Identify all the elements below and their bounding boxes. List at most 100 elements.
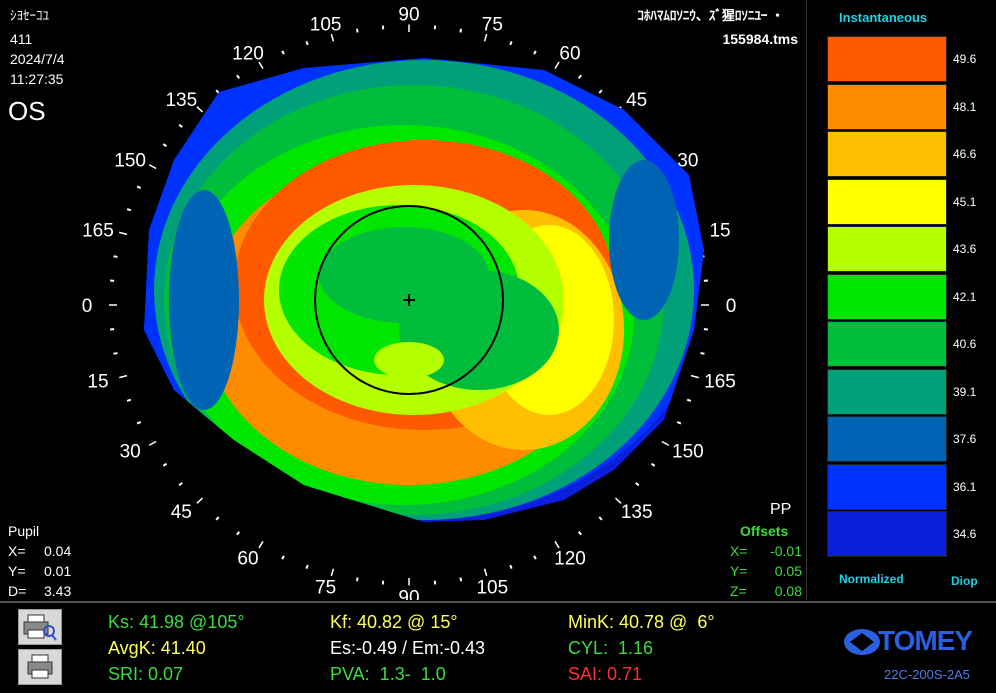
scale-value: 37.6 bbox=[953, 432, 993, 446]
exam-date: 2024/7/4 bbox=[10, 49, 65, 69]
pp-label: PP bbox=[770, 500, 791, 519]
indices-bar: Ks: 41.98 @105° Kf: 40.82 @ 15° MinK: 40… bbox=[0, 601, 996, 693]
meridian-tick bbox=[197, 498, 203, 503]
meridian-tick bbox=[119, 232, 127, 234]
scale-swatch bbox=[827, 131, 947, 177]
exam-title: ｺﾎﾊﾏﾑﾛｿﾆｳ、ｽﾞ猩ﾛｿﾆﾕｰ ・ bbox=[637, 6, 784, 26]
offset-z: Z=0.08 bbox=[730, 582, 802, 600]
sai-value: SAI: 0.71 bbox=[568, 663, 642, 685]
print-button[interactable] bbox=[18, 649, 62, 685]
meridian-label: 105 bbox=[310, 15, 342, 36]
meridian-label: 120 bbox=[554, 548, 586, 569]
meridian-label: 90 bbox=[398, 587, 419, 600]
meridian-label: 30 bbox=[120, 442, 141, 463]
meridian-tick bbox=[510, 565, 511, 569]
meridian-tick bbox=[701, 353, 705, 354]
mink-value: MinK: 40.78 @ 6° bbox=[568, 611, 715, 633]
meridian-tick bbox=[691, 376, 699, 378]
es-em-value: Es:-0.49 / Em:-0.43 bbox=[330, 637, 485, 659]
meridian-tick bbox=[197, 107, 203, 112]
meridian-tick bbox=[555, 62, 559, 68]
meridian-label: 90 bbox=[398, 5, 419, 26]
meridian-tick bbox=[579, 75, 581, 78]
meridian-tick bbox=[579, 532, 581, 535]
meridian-label: 0 bbox=[726, 296, 737, 317]
meridian-tick bbox=[282, 556, 284, 559]
meridian-label: 60 bbox=[559, 44, 580, 65]
meridian-label: 45 bbox=[171, 502, 192, 523]
meridian-tick bbox=[677, 422, 681, 424]
meridian-label: 165 bbox=[82, 221, 114, 242]
meridian-label: 165 bbox=[704, 371, 736, 392]
meridian-label: 105 bbox=[476, 577, 508, 598]
offsets-title: Offsets bbox=[740, 522, 788, 541]
scale-swatch bbox=[827, 321, 947, 367]
avgk-value: AvgK: 41.40 bbox=[108, 637, 206, 659]
meridian-tick bbox=[163, 464, 166, 466]
meridian-tick bbox=[127, 209, 131, 210]
print-icon bbox=[19, 650, 61, 684]
meridian-tick bbox=[636, 483, 639, 485]
scale-value: 49.6 bbox=[953, 52, 993, 66]
exam-time: 11:27:35 bbox=[10, 69, 63, 89]
scale-normalized[interactable]: Normalized bbox=[839, 572, 904, 586]
pupil-x: X=0.04 bbox=[8, 542, 26, 561]
meridian-tick bbox=[163, 144, 166, 146]
scale-swatch bbox=[827, 464, 947, 510]
meridian-tick bbox=[599, 517, 602, 520]
scale-value: 45.1 bbox=[953, 195, 993, 209]
preview-print-button[interactable] bbox=[18, 609, 62, 645]
meridian-tick bbox=[114, 353, 118, 354]
meridian-tick bbox=[216, 90, 219, 93]
scale-swatch bbox=[827, 36, 947, 82]
pupil-y: Y=0.01 bbox=[8, 562, 26, 581]
scale-value: 43.6 bbox=[953, 242, 993, 256]
scale-swatch bbox=[827, 84, 947, 130]
pva-value: PVA: 1.3- 1.0 bbox=[330, 663, 446, 685]
meridian-tick bbox=[137, 422, 141, 424]
scale-title: Instantaneous bbox=[839, 10, 927, 25]
meridian-tick bbox=[216, 517, 219, 520]
meridian-tick bbox=[651, 464, 654, 466]
magnify-print-icon bbox=[19, 610, 61, 644]
meridian-tick bbox=[259, 541, 263, 547]
scale-value: 46.6 bbox=[953, 147, 993, 161]
pupil-d: D=3.43 bbox=[8, 582, 26, 600]
meridian-tick bbox=[331, 569, 333, 576]
brand-name: TOMEY bbox=[878, 625, 972, 657]
cyl-value: CYL: 1.16 bbox=[568, 637, 653, 659]
meridian-tick bbox=[114, 256, 118, 257]
meridian-label: 75 bbox=[482, 15, 503, 36]
tomey-logo-icon bbox=[842, 627, 882, 657]
meridian-tick bbox=[534, 556, 536, 559]
scale-swatch bbox=[827, 179, 947, 225]
meridian-tick bbox=[555, 541, 559, 547]
meridian-tick bbox=[357, 29, 358, 33]
scale-swatch bbox=[827, 369, 947, 415]
meridian-label: 15 bbox=[87, 371, 108, 392]
file-name: 155984.tms bbox=[722, 29, 798, 49]
meridian-tick bbox=[127, 400, 131, 401]
meridian-tick bbox=[460, 578, 461, 582]
meridian-tick bbox=[179, 483, 182, 485]
meridian-label: 120 bbox=[232, 44, 264, 65]
meridian-label: 75 bbox=[315, 577, 336, 598]
offset-y: Y=0.05 bbox=[730, 562, 802, 581]
meridian-tick bbox=[119, 376, 127, 378]
tomey-logo: TOMEY bbox=[842, 625, 992, 659]
meridian-label: 60 bbox=[237, 548, 258, 569]
offset-x: X=-0.01 bbox=[730, 542, 802, 561]
meridian-label: 15 bbox=[709, 221, 730, 242]
meridian-tick bbox=[179, 125, 182, 127]
scale-swatch bbox=[827, 274, 947, 320]
meridian-label: 150 bbox=[672, 442, 704, 463]
scale-value: 36.1 bbox=[953, 480, 993, 494]
scale-unit: Diop bbox=[951, 574, 978, 588]
meridian-tick bbox=[237, 75, 239, 78]
meridian-tick bbox=[662, 442, 669, 446]
meridian-tick bbox=[485, 569, 487, 576]
meridian-tick bbox=[306, 565, 307, 569]
